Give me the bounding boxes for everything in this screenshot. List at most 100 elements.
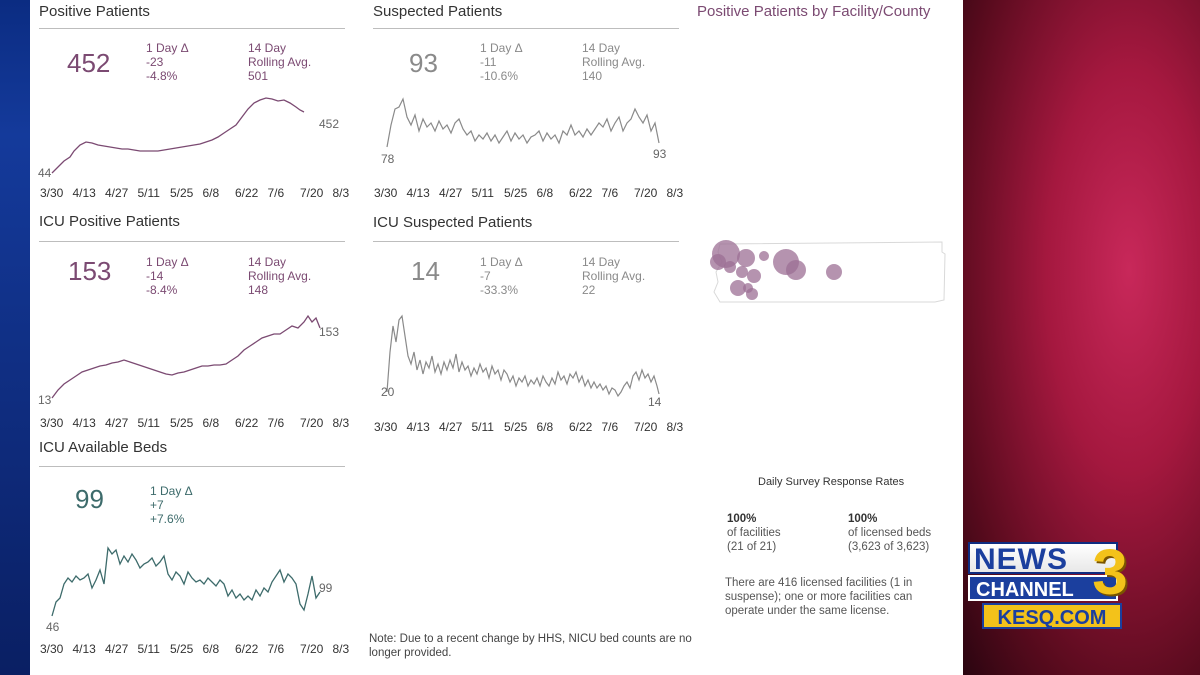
facility-bubble [710, 254, 726, 270]
survey-title: Daily Survey Response Rates [758, 476, 905, 488]
icu-suspected-x-axis: 3/30 4/13 4/27 5/11 5/25 6/8 6/22 7/6 7/20 8/3 [374, 420, 684, 434]
beds-label: of licensed beds [848, 527, 932, 539]
suspected-x-axis: 3/30 4/13 4/27 5/11 5/25 6/8 6/22 7/6 7/20 8/3 [374, 186, 684, 200]
icu-positive-x-axis: 3/30 4/13 4/27 5/11 5/25 6/8 6/22 7/6 7/20 8/3 [40, 416, 350, 430]
logo-news: NEWS [968, 542, 1118, 576]
delta-label: 1 Day Δ [150, 484, 193, 498]
facility-bubble [736, 266, 748, 278]
delta-pct: -4.8% [146, 69, 178, 83]
rolling-value: 22 [582, 283, 596, 297]
delta-abs: +7 [150, 498, 164, 512]
logo-site: KESQ.COM [982, 603, 1122, 629]
rolling-value: 501 [248, 69, 269, 83]
divider [39, 241, 345, 242]
delta-abs: -11 [480, 55, 497, 69]
beds-pct: 100% [848, 513, 878, 525]
positive-rolling: 14 Day Rolling Avg. 501 [248, 41, 311, 83]
background-left [0, 0, 30, 675]
delta-pct: -8.4% [146, 283, 178, 297]
icu-suspected-delta: 1 Day Δ -7 -33.3% [480, 255, 523, 297]
facility-bubble [786, 260, 806, 280]
facility-bubble [747, 269, 761, 283]
rolling-label: 14 Day [248, 41, 287, 55]
icu-beds-x-axis: 3/30 4/13 4/27 5/11 5/25 6/8 6/22 7/6 7/20 8/3 [40, 642, 350, 656]
news-channel-3-logo: NEWS CHANNEL 3 KESQ.COM [968, 536, 1148, 632]
rolling-label: 14 Day [582, 41, 621, 55]
licensed-facilities-note: There are 416 licensed facilities (1 in … [725, 577, 913, 617]
survey-facilities: 100% of facilities (21 of 21) [727, 512, 781, 554]
facilities-pct: 100% [727, 513, 757, 525]
map-title: Positive Patients by Facility/County [697, 3, 931, 20]
facility-bubble [724, 261, 736, 273]
facility-bubbles [710, 240, 842, 300]
rolling-label: Rolling Avg. [248, 269, 312, 283]
positive-value: 452 [67, 48, 111, 78]
suspected-value: 93 [409, 48, 438, 78]
suspected-rolling: 14 Day Rolling Avg. 140 [582, 41, 645, 83]
rolling-label: Rolling Avg. [582, 55, 646, 69]
icu-positive-sparkline [51, 314, 321, 399]
delta-abs: -14 [146, 269, 164, 283]
rolling-label: 14 Day [248, 255, 287, 269]
divider [39, 466, 345, 467]
positive-start: 44 [38, 166, 52, 180]
survey-beds: 100% of licensed beds (3,623 of 3,623) [848, 512, 931, 554]
delta-label: 1 Day Δ [146, 255, 189, 269]
positive-end: 452 [319, 117, 340, 131]
icu-beds-delta: 1 Day Δ +7 +7.6% [150, 484, 193, 526]
suspected-start: 78 [381, 152, 395, 166]
icu-suspected-title: ICU Suspected Patients [373, 214, 533, 231]
icu-suspected-rolling: 14 Day Rolling Avg. 22 [582, 255, 645, 297]
icu-positive-rolling: 14 Day Rolling Avg. 148 [248, 255, 311, 297]
facility-bubble [737, 249, 755, 267]
positive-x-axis: 3/30 4/13 4/27 5/11 5/25 6/8 6/22 7/6 7/20 8/3 [40, 186, 350, 200]
logo-channel: CHANNEL [968, 575, 1118, 601]
icu-positive-end: 153 [319, 325, 340, 339]
facility-bubble [730, 280, 746, 296]
positive-title: Positive Patients [39, 3, 150, 20]
icu-beds-end: 99 [319, 581, 333, 595]
delta-abs: -7 [480, 269, 491, 283]
rolling-value: 148 [248, 283, 269, 297]
suspected-sparkline [386, 97, 660, 148]
delta-abs: -23 [146, 55, 164, 69]
suspected-delta: 1 Day Δ -11 -10.6% [480, 41, 523, 83]
beds-count: (3,623 of 3,623) [848, 541, 930, 553]
rolling-value: 140 [582, 69, 603, 83]
facility-bubble [759, 251, 769, 261]
delta-label: 1 Day Δ [480, 41, 523, 55]
suspected-end: 93 [653, 147, 667, 161]
suspected-title: Suspected Patients [373, 3, 503, 20]
dashboard-panel: Positive Patients 452 1 Day Δ -23 -4.8% … [30, 0, 963, 675]
positive-delta: 1 Day Δ -23 -4.8% [146, 41, 189, 83]
facility-bubble [826, 264, 842, 280]
county-map[interactable] [700, 232, 950, 312]
rolling-label: Rolling Avg. [248, 55, 312, 69]
divider [373, 241, 679, 242]
delta-label: 1 Day Δ [480, 255, 523, 269]
icu-positive-delta: 1 Day Δ -14 -8.4% [146, 255, 189, 297]
icu-suspected-sparkline [386, 314, 660, 398]
rolling-label: 14 Day [582, 255, 621, 269]
facilities-label: of facilities [727, 527, 781, 539]
delta-pct: -33.3% [480, 283, 519, 297]
positive-sparkline [51, 97, 305, 174]
delta-label: 1 Day Δ [146, 41, 189, 55]
icu-beds-sparkline [51, 546, 321, 617]
rolling-label: Rolling Avg. [582, 269, 646, 283]
icu-suspected-value: 14 [411, 256, 440, 286]
facilities-count: (21 of 21) [727, 541, 777, 553]
divider [39, 28, 345, 29]
logo-three: 3 [1092, 536, 1128, 608]
icu-positive-value: 153 [68, 256, 112, 286]
icu-beds-value: 99 [75, 484, 104, 514]
nicu-note: Note: Due to a recent change by HHS, NIC… [369, 633, 692, 659]
delta-pct: +7.6% [150, 512, 185, 526]
facility-bubble [746, 288, 758, 300]
icu-suspected-start: 20 [381, 385, 395, 399]
icu-beds-start: 46 [46, 620, 60, 634]
icu-positive-start: 13 [38, 393, 52, 407]
icu-suspected-end: 14 [648, 395, 662, 409]
icu-positive-title: ICU Positive Patients [39, 213, 180, 230]
icu-beds-title: ICU Available Beds [39, 439, 168, 456]
